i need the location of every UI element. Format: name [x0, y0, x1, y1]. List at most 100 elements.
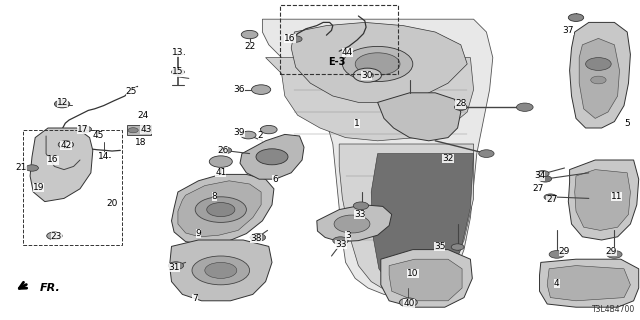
Polygon shape [570, 22, 630, 128]
Bar [127, 125, 151, 135]
Text: 40: 40 [403, 299, 415, 308]
Circle shape [568, 14, 584, 21]
Circle shape [54, 100, 70, 108]
Circle shape [58, 141, 74, 148]
Circle shape [353, 202, 369, 210]
Circle shape [260, 125, 277, 134]
Text: 18: 18 [135, 138, 147, 147]
Text: 8: 8 [212, 192, 217, 201]
Polygon shape [389, 259, 462, 301]
Polygon shape [266, 58, 474, 141]
Text: E-3: E-3 [328, 57, 346, 68]
Circle shape [207, 203, 235, 217]
Polygon shape [291, 22, 467, 102]
Circle shape [539, 176, 552, 182]
Text: 45: 45 [92, 131, 104, 140]
Text: 2: 2 [258, 132, 263, 140]
Text: 22: 22 [244, 42, 255, 51]
Polygon shape [547, 266, 630, 301]
Polygon shape [575, 170, 630, 230]
Text: 15: 15 [172, 68, 184, 76]
Polygon shape [170, 240, 272, 301]
Polygon shape [568, 160, 639, 240]
Text: 27: 27 [546, 196, 557, 204]
Circle shape [219, 147, 232, 154]
Text: 21: 21 [15, 164, 27, 172]
Polygon shape [178, 181, 261, 237]
Text: 43: 43 [140, 125, 152, 134]
Text: 27: 27 [532, 184, 543, 193]
Circle shape [451, 244, 464, 250]
Text: 19: 19 [33, 183, 44, 192]
Text: 14: 14 [98, 152, 109, 161]
Polygon shape [317, 205, 392, 242]
Polygon shape [371, 154, 474, 291]
Circle shape [516, 103, 533, 111]
Text: FR.: FR. [40, 283, 60, 293]
Text: 44: 44 [342, 48, 353, 57]
Circle shape [168, 262, 184, 269]
Text: T3L4B4700: T3L4B4700 [592, 305, 636, 314]
Polygon shape [262, 19, 493, 298]
Circle shape [544, 194, 557, 200]
Circle shape [586, 58, 611, 70]
Circle shape [536, 171, 549, 177]
Text: 26: 26 [217, 146, 228, 155]
Circle shape [192, 256, 250, 285]
Text: 33: 33 [335, 240, 347, 249]
Polygon shape [339, 144, 474, 294]
Circle shape [342, 46, 413, 82]
Circle shape [172, 69, 184, 75]
Text: 13: 13 [172, 48, 184, 57]
Text: 9: 9 [196, 229, 201, 238]
Text: 11: 11 [611, 192, 622, 201]
Text: 30: 30 [361, 71, 372, 80]
Text: 12: 12 [57, 98, 68, 107]
Circle shape [241, 131, 256, 139]
Polygon shape [381, 250, 472, 307]
Text: 23: 23 [51, 232, 62, 241]
Bar [280, 5, 398, 74]
Polygon shape [540, 259, 639, 307]
Text: 42: 42 [60, 141, 72, 150]
Text: 16: 16 [284, 34, 296, 43]
Circle shape [128, 128, 138, 133]
Circle shape [141, 129, 151, 134]
Circle shape [454, 104, 467, 110]
Text: 6: 6 [273, 175, 278, 184]
Circle shape [205, 262, 237, 278]
Text: 32: 32 [442, 154, 454, 163]
Text: 1: 1 [355, 119, 360, 128]
Text: 7: 7 [193, 294, 198, 303]
Text: 34: 34 [534, 172, 545, 180]
Text: 31: 31 [168, 263, 180, 272]
Circle shape [399, 298, 417, 307]
Text: 16: 16 [47, 156, 59, 164]
Circle shape [252, 85, 271, 94]
Text: 24: 24 [137, 111, 148, 120]
Circle shape [607, 251, 622, 258]
Polygon shape [172, 174, 274, 245]
Text: 36: 36 [234, 85, 245, 94]
Text: 29: 29 [559, 247, 570, 256]
Circle shape [549, 251, 564, 258]
Circle shape [256, 149, 288, 165]
Polygon shape [378, 93, 461, 141]
Text: 29: 29 [605, 247, 617, 256]
Circle shape [209, 156, 232, 167]
Text: 17: 17 [77, 125, 89, 134]
Circle shape [250, 234, 266, 241]
Circle shape [333, 237, 348, 244]
Text: 28: 28 [455, 100, 467, 108]
Circle shape [195, 197, 246, 222]
Text: 3: 3 [346, 231, 351, 240]
Polygon shape [240, 134, 304, 179]
Text: 25: 25 [125, 87, 137, 96]
Circle shape [334, 215, 370, 233]
Circle shape [47, 232, 62, 240]
Circle shape [591, 76, 606, 84]
Text: 33: 33 [354, 210, 365, 219]
Circle shape [353, 68, 381, 82]
Polygon shape [579, 38, 620, 118]
Circle shape [361, 72, 374, 78]
